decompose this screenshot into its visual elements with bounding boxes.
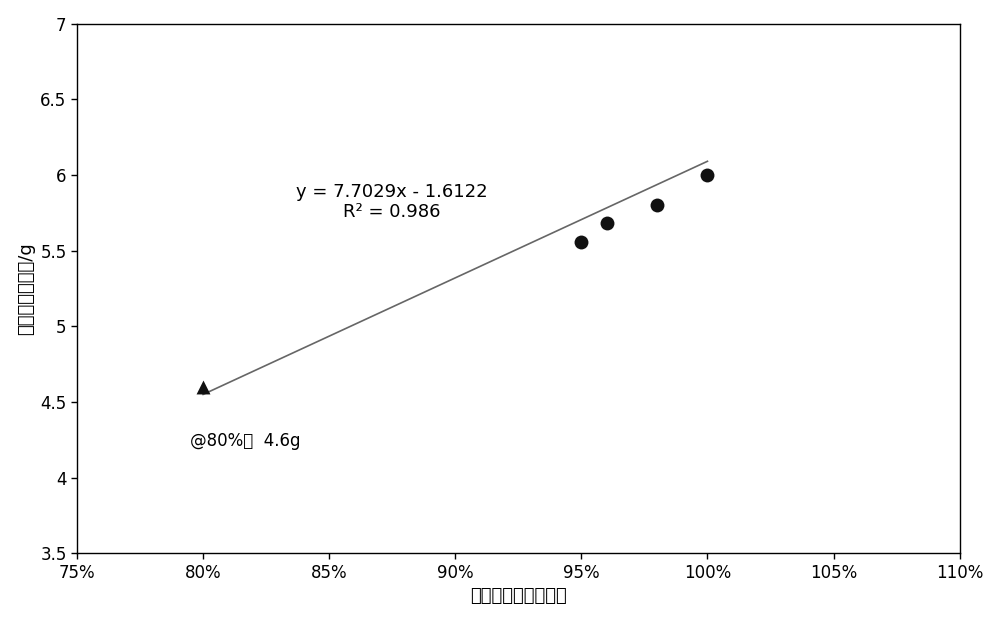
Point [195, 382, 211, 392]
Text: y = 7.7029x - 1.6122
R² = 0.986: y = 7.7029x - 1.6122 R² = 0.986 [296, 183, 488, 221]
Point [699, 170, 715, 180]
X-axis label: 电池残余容量百分比: 电池残余容量百分比 [470, 587, 567, 605]
Point [649, 200, 665, 210]
Text: @80%，  4.6g: @80%， 4.6g [190, 432, 301, 450]
Point [573, 236, 589, 246]
Point [599, 218, 615, 228]
Y-axis label: 电解液残余质量/g: 电解液残余质量/g [17, 242, 35, 335]
